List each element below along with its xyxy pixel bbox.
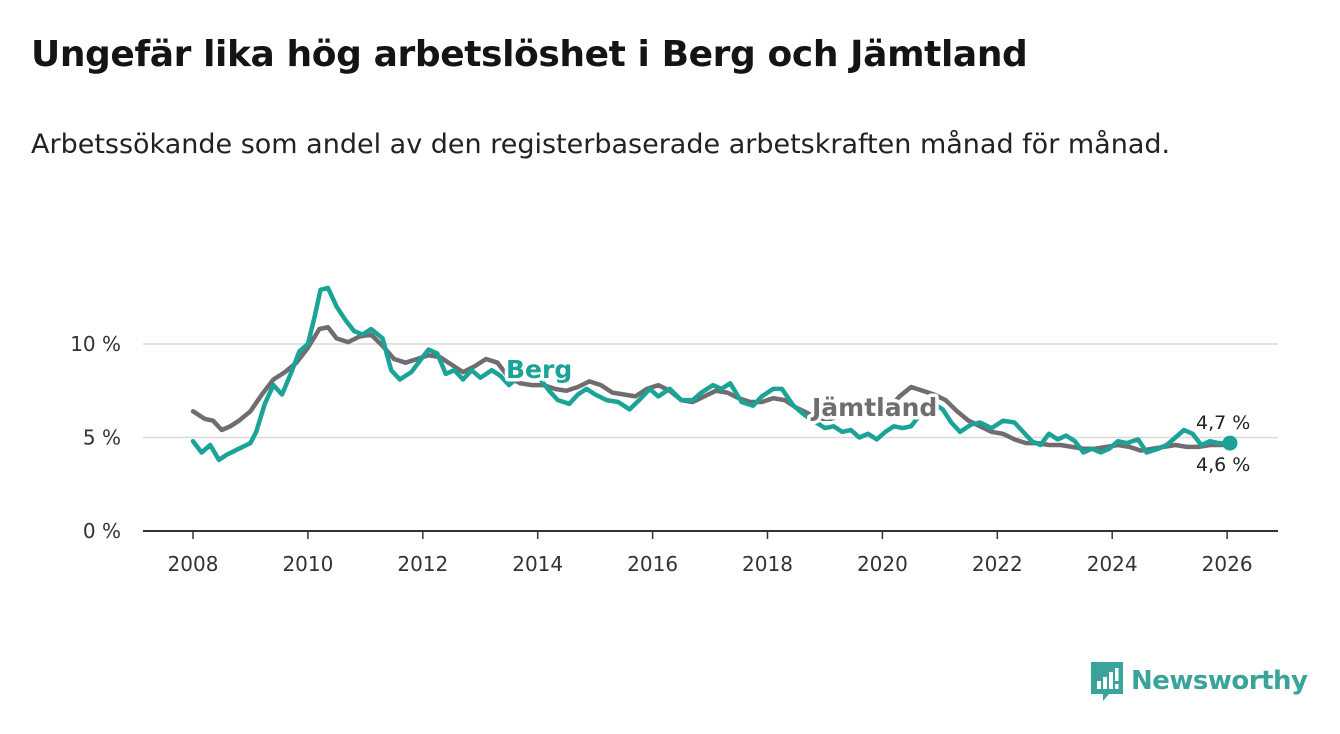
x-tick-label: 2022 [972, 552, 1023, 576]
gridlines [143, 343, 1278, 439]
chart-subtitle: Arbetssökande som andel av den registerb… [31, 129, 1171, 160]
x-tick-labels: 2008 2010 2012 2014 2016 2018 2020 2022 2024 2026 [168, 552, 1253, 576]
y-tick-label: 0 % [83, 519, 121, 543]
series-labels: Berg Jämtland 4,7 % 4,6 % [503, 352, 1253, 479]
brand-name: Newsworthy [1131, 666, 1308, 696]
x-tick-label: 2014 [512, 552, 563, 576]
series-lines [190, 285, 1238, 463]
x-tick-label: 2024 [1087, 552, 1138, 576]
y-tick-label: 10 % [70, 332, 121, 356]
berg-series-label: Berg [506, 355, 572, 384]
bar-chart-logo-icon [1091, 662, 1123, 701]
x-axis [143, 530, 1278, 539]
jamtland-end-label: 4,6 % [1196, 454, 1250, 476]
x-tick-label: 2012 [397, 552, 448, 576]
x-tick-label: 2020 [857, 552, 908, 576]
berg-end-marker [1222, 435, 1238, 451]
x-tick-label: 2010 [282, 552, 333, 576]
x-tick-label: 2026 [1202, 552, 1253, 576]
x-tick-label: 2018 [742, 552, 793, 576]
x-tick-label: 2008 [168, 552, 219, 576]
series-line-jamtland [190, 324, 1233, 453]
chart-title: Ungefär lika hög arbetslöshet i Berg och… [31, 34, 1028, 75]
series-line-berg [190, 285, 1233, 463]
x-tick-label: 2016 [627, 552, 678, 576]
newsworthy-logo[interactable]: Newsworthy [1089, 660, 1308, 702]
berg-end-label: 4,7 % [1196, 412, 1250, 434]
jamtland-series-label: Jämtland [810, 393, 937, 422]
y-tick-labels: 0 % 5 % 10 % [70, 332, 121, 543]
y-tick-label: 5 % [83, 426, 121, 450]
